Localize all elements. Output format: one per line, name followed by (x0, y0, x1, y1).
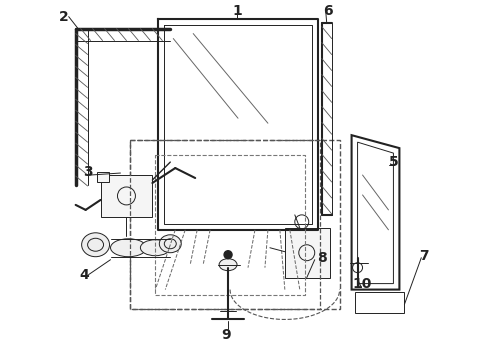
Bar (355, 292, 404, 314)
Text: 7: 7 (419, 249, 429, 263)
Text: 2: 2 (59, 10, 69, 24)
Text: 9: 9 (221, 328, 231, 342)
Text: 6: 6 (323, 4, 333, 18)
Text: 4: 4 (80, 267, 90, 282)
Ellipse shape (111, 239, 147, 257)
Bar (130, 140, 340, 310)
Ellipse shape (82, 233, 110, 257)
Bar (285, 228, 330, 278)
Ellipse shape (159, 235, 181, 253)
Bar (97, 172, 108, 182)
Text: 1: 1 (232, 4, 242, 18)
Bar (100, 175, 152, 217)
Text: 3: 3 (83, 165, 93, 179)
Text: 5: 5 (389, 155, 398, 169)
Text: 10: 10 (353, 276, 372, 291)
Ellipse shape (219, 259, 237, 271)
Text: 8: 8 (317, 251, 326, 265)
Ellipse shape (141, 240, 171, 256)
Circle shape (224, 251, 232, 259)
